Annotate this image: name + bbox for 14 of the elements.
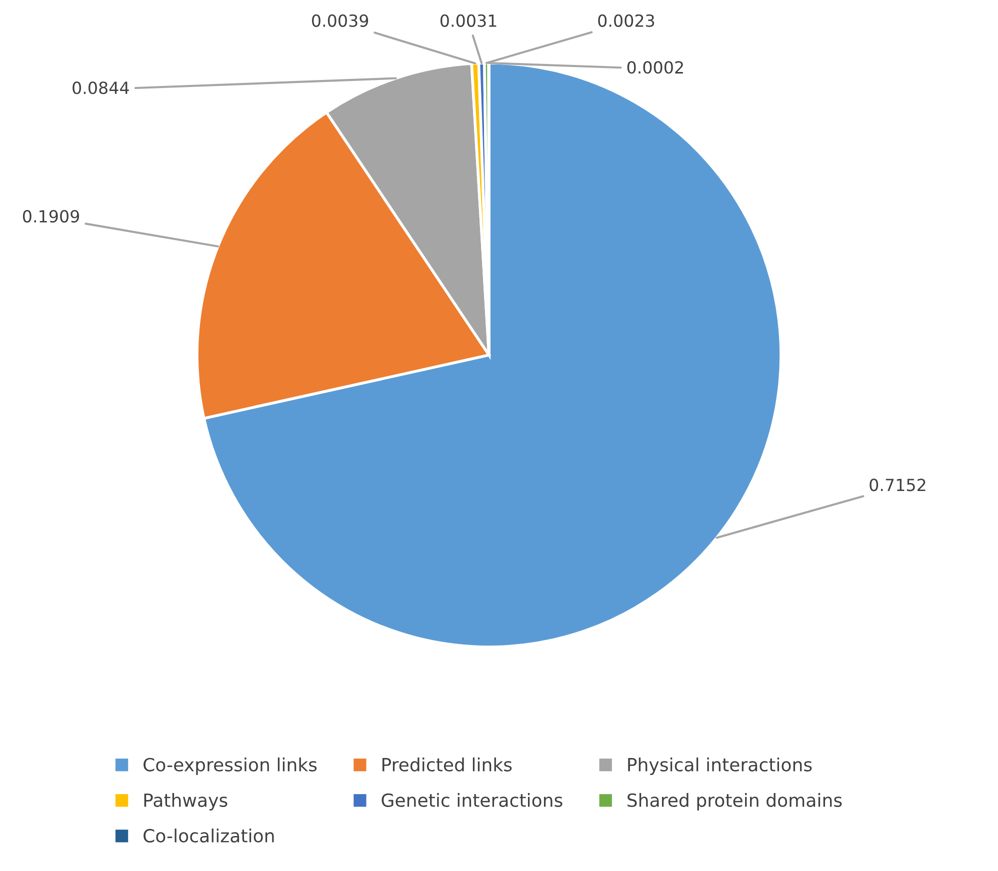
legend-label: Genetic interactions [382, 793, 562, 808]
legend-label: Physical interactions [628, 758, 812, 775]
data-label: 0.0023 [598, 14, 654, 27]
data-label: 0.0002 [627, 61, 683, 74]
legend-label: Co-localization [144, 828, 274, 843]
data-label: 0.0039 [312, 14, 368, 27]
legend-label: Predicted links [382, 758, 512, 772]
data-label: 0.1909 [22, 210, 80, 223]
data-label: 0.7152 [870, 478, 926, 492]
legend-label: Shared protein domains [628, 793, 842, 811]
legend-label: Pathways [144, 793, 228, 811]
legend-label: Co-expression links [144, 758, 317, 775]
data-label: 0.0031 [440, 14, 496, 27]
data-label: 0.0844 [72, 82, 129, 94]
